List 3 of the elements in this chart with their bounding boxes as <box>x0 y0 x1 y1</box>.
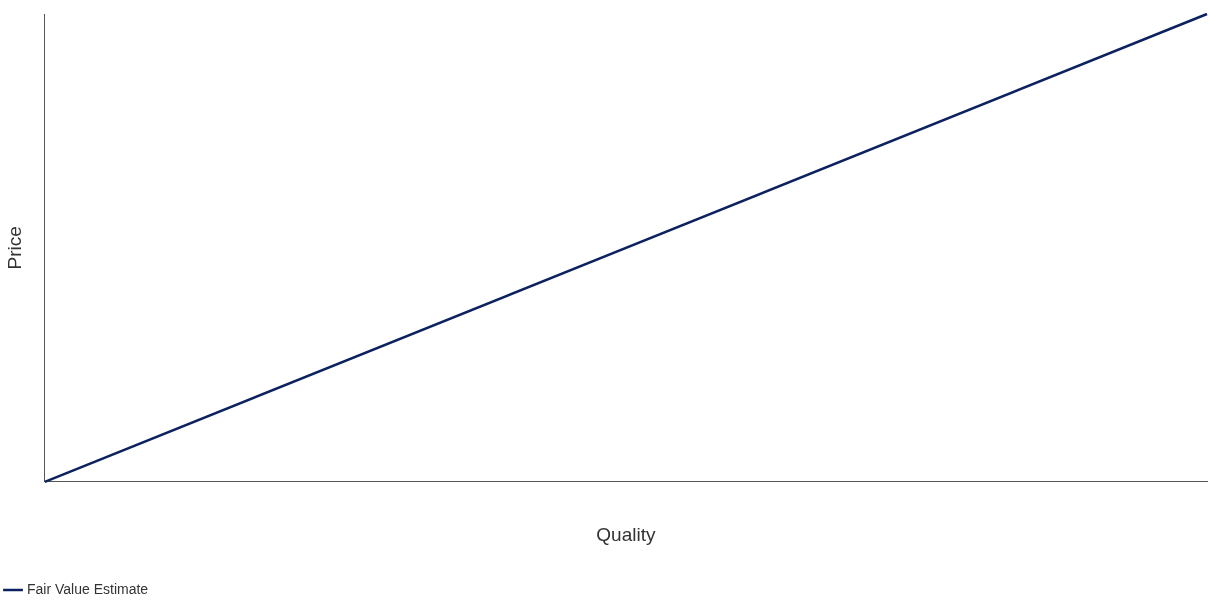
y-axis-title: Price <box>3 226 25 270</box>
legend-label: Fair Value Estimate <box>27 580 149 597</box>
x-axis-title: Quality <box>596 523 656 545</box>
